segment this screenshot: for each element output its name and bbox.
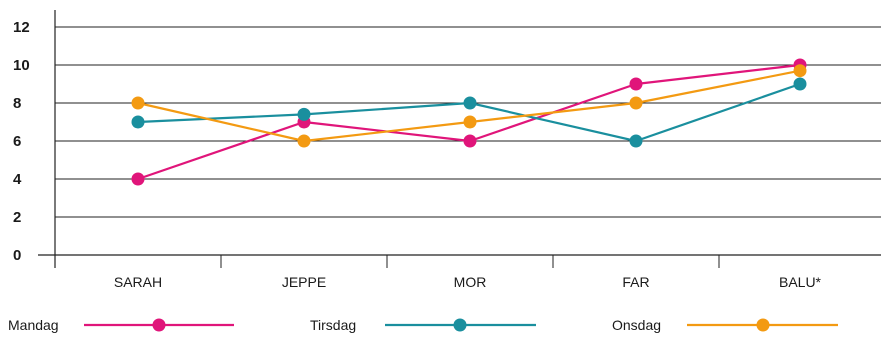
y-tick-labels: 0 2 4 6 8 10 12 [13, 19, 30, 264]
data-point-tirsdag-jeppe [297, 107, 311, 121]
data-point-onsdag-balu [793, 64, 807, 78]
y-tick-label-12: 12 [13, 19, 30, 36]
x-tick-label-mor: MOR [454, 274, 487, 290]
y-tick-label-6: 6 [13, 133, 21, 150]
y-tick-label-8: 8 [13, 95, 21, 112]
series-lines [131, 58, 807, 186]
y-tick-label-10: 10 [13, 57, 30, 74]
data-point-tirsdag-balu [793, 77, 807, 91]
data-point-tirsdag-mor [463, 96, 477, 110]
y-tick-label-2: 2 [13, 209, 21, 226]
x-tick-label-jeppe: JEPPE [282, 274, 326, 290]
axes [38, 10, 881, 268]
legend-label-tirsdag: Tirsdag [310, 317, 356, 333]
legend-marker-onsdag [756, 318, 770, 332]
data-point-mandag-mor [463, 134, 477, 148]
x-tick-label-balu: BALU* [779, 274, 822, 290]
data-point-tirsdag-far [629, 134, 643, 148]
data-point-onsdag-sarah [131, 96, 145, 110]
legend-label-onsdag: Onsdag [612, 317, 661, 333]
legend-marker-mandag [152, 318, 166, 332]
data-point-onsdag-mor [463, 115, 477, 129]
series-line-tirsdag [137, 82, 801, 143]
data-point-onsdag-jeppe [297, 134, 311, 148]
data-point-mandag-sarah [131, 172, 145, 186]
x-tick-labels: SARAH JEPPE MOR FAR BALU* [114, 274, 822, 290]
y-tick-label-0: 0 [13, 247, 21, 264]
x-tick-label-far: FAR [622, 274, 649, 290]
legend: Mandag Tirsdag Onsdag [8, 317, 838, 333]
y-tick-label-4: 4 [13, 171, 22, 188]
data-point-mandag-far [629, 77, 643, 91]
legend-marker-tirsdag [453, 318, 467, 332]
legend-label-mandag: Mandag [8, 317, 59, 333]
data-point-tirsdag-sarah [131, 115, 145, 129]
x-tick-label-sarah: SARAH [114, 274, 162, 290]
data-point-onsdag-far [629, 96, 643, 110]
